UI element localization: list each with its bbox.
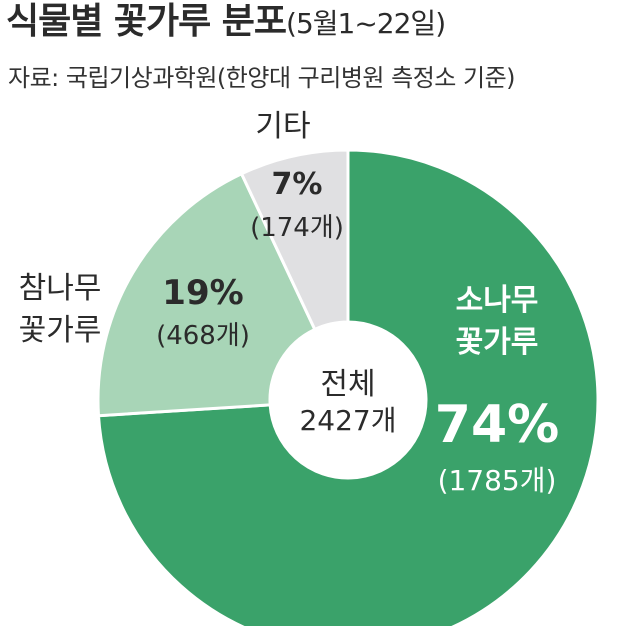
slice-1-name-line-2: 꽃가루: [456, 325, 539, 360]
slice-3-name: 기타: [255, 109, 310, 144]
slice-1-count: (1785개): [438, 464, 557, 497]
slice-2-name-line-2: 꽃가루: [19, 313, 102, 348]
slice-2-name-line-1: 참나무: [19, 271, 102, 306]
chart-title: 식물별 꽃가루 분포: [6, 1, 287, 42]
slice-3-percent: 7%: [272, 167, 323, 202]
slice-1-name-line-1: 소나무: [456, 283, 539, 318]
pie-slice-2: [96, 171, 317, 418]
chart-title-date-range: (5월1~22일): [286, 7, 446, 40]
chart-source: 자료: 국립기상과학원(한양대 구리병원 측정소 기준): [8, 64, 516, 92]
slice-1-percent: 74%: [435, 395, 559, 455]
center-label-title: 전체: [320, 367, 375, 402]
slice-2-percent: 19%: [162, 273, 243, 313]
center-label-total: 2427개: [299, 404, 396, 437]
slice-2-count: (468개): [156, 321, 250, 351]
slice-3-count: (174개): [250, 213, 344, 243]
pie-slice-1: [96, 148, 600, 626]
chart-title-row: 식물별 꽃가루 분포(5월1~22일): [6, 1, 446, 42]
pie-slice-3: [239, 148, 350, 332]
